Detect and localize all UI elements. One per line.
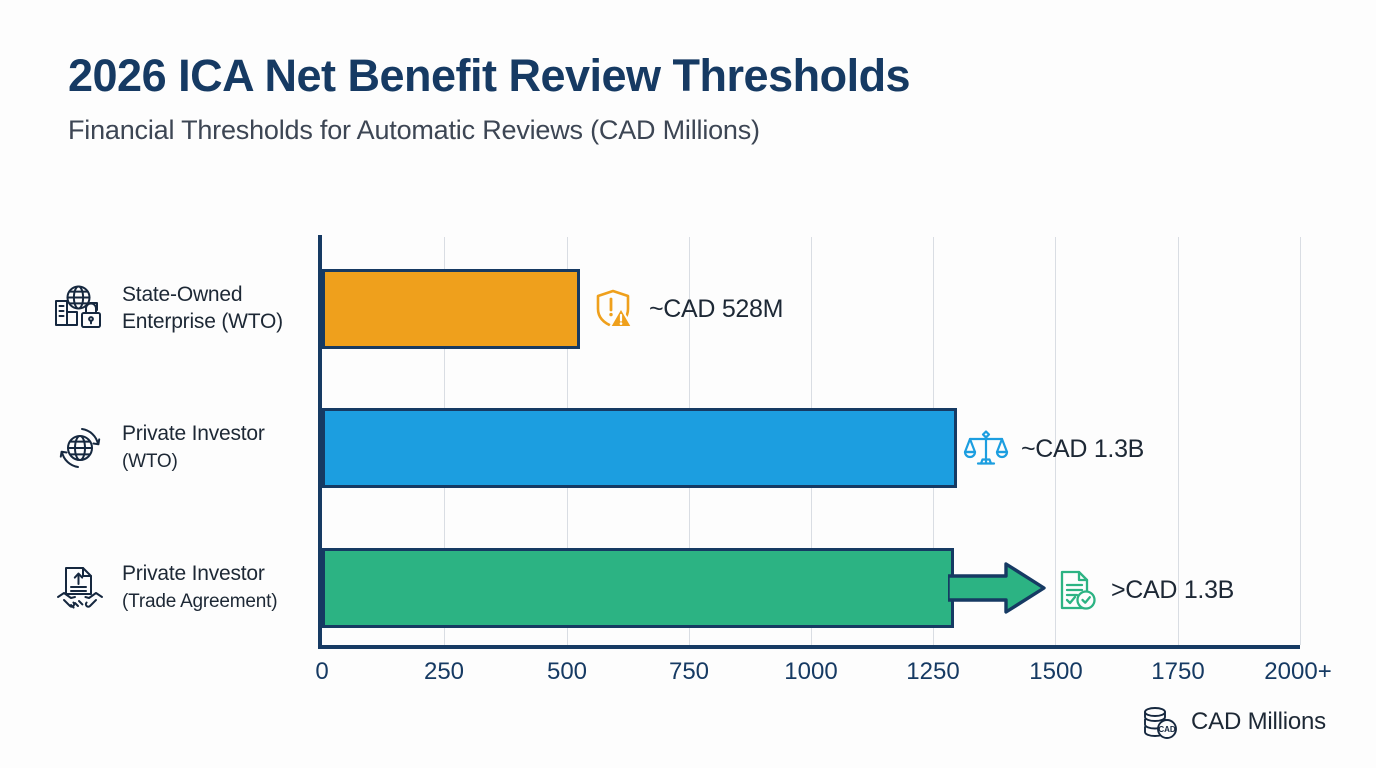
coin-stack-cad-icon: CAD: [1140, 702, 1180, 742]
category-label-text-2: Private Investor (Trade Agreement): [122, 561, 278, 615]
xtick-1500: 1500: [1029, 658, 1083, 685]
xtick-250: 250: [423, 658, 465, 685]
value-label-text-0: ~CAD 528M: [649, 294, 784, 323]
category-label-text-0: State-Owned Enterprise (WTO): [122, 282, 283, 336]
bar-private-investor-trade-agreement[interactable]: [322, 548, 954, 628]
y-axis-line: [318, 235, 322, 647]
category-label-0: State-Owned Enterprise (WTO): [52, 269, 283, 349]
category-line1-2: Private Investor: [122, 562, 265, 586]
category-label-2: Private Investor (Trade Agreement): [52, 548, 278, 628]
category-line2-1: (WTO): [122, 451, 178, 472]
bar-state-owned-enterprise[interactable]: [322, 269, 580, 349]
balance-scales-icon: [963, 426, 1009, 472]
value-label-2: >CAD 1.3B: [1053, 560, 1234, 620]
xtick-1250: 1250: [906, 658, 960, 685]
value-label-1: ~CAD 1.3B: [963, 419, 1144, 479]
category-line1-1: Private Investor: [122, 422, 265, 446]
value-label-0: ~CAD 528M: [591, 279, 783, 339]
xtick-1750: 1750: [1151, 658, 1205, 685]
footer-legend-label: CAD Millions: [1191, 708, 1326, 735]
document-handshake-icon: [52, 560, 108, 616]
xtick-750: 750: [668, 658, 710, 685]
value-label-text-2: >CAD 1.3B: [1111, 575, 1235, 604]
category-label-1: Private Investor (WTO): [52, 408, 265, 488]
value-label-text-1: ~CAD 1.3B: [1021, 434, 1145, 463]
page-title: 2026 ICA Net Benefit Review Thresholds: [68, 50, 911, 101]
overflow-arrow-icon: [946, 562, 1046, 614]
chart-header: 2026 ICA Net Benefit Review Thresholds F…: [68, 52, 1308, 146]
category-label-text-1: Private Investor (WTO): [122, 421, 265, 475]
building-globe-lock-icon: [52, 281, 108, 337]
gridline-2000: [1300, 237, 1301, 645]
bar-private-investor-wto[interactable]: [322, 408, 957, 488]
coin-label: CAD: [1158, 725, 1176, 734]
category-line1-0: State-Owned: [122, 283, 243, 307]
plot-area: [318, 235, 1301, 649]
xtick-1000: 1000: [784, 658, 838, 685]
shield-warning-icon: [591, 286, 637, 332]
gridline-1500: [1055, 237, 1056, 645]
x-axis-line: [318, 645, 1300, 649]
globe-arrows-icon: [52, 420, 108, 476]
category-line2-0: Enterprise (WTO): [122, 310, 283, 333]
document-check-icon: [1053, 567, 1099, 613]
footer-legend: CAD CAD Millions: [1140, 702, 1326, 742]
gridline-1750: [1178, 237, 1179, 645]
xtick-500: 500: [546, 658, 588, 685]
xtick-0: 0: [315, 658, 329, 685]
category-line2-2: (Trade Agreement): [122, 591, 278, 612]
xtick-2000: 2000+: [1264, 658, 1332, 685]
page-subtitle: Financial Thresholds for Automatic Revie…: [68, 115, 760, 146]
